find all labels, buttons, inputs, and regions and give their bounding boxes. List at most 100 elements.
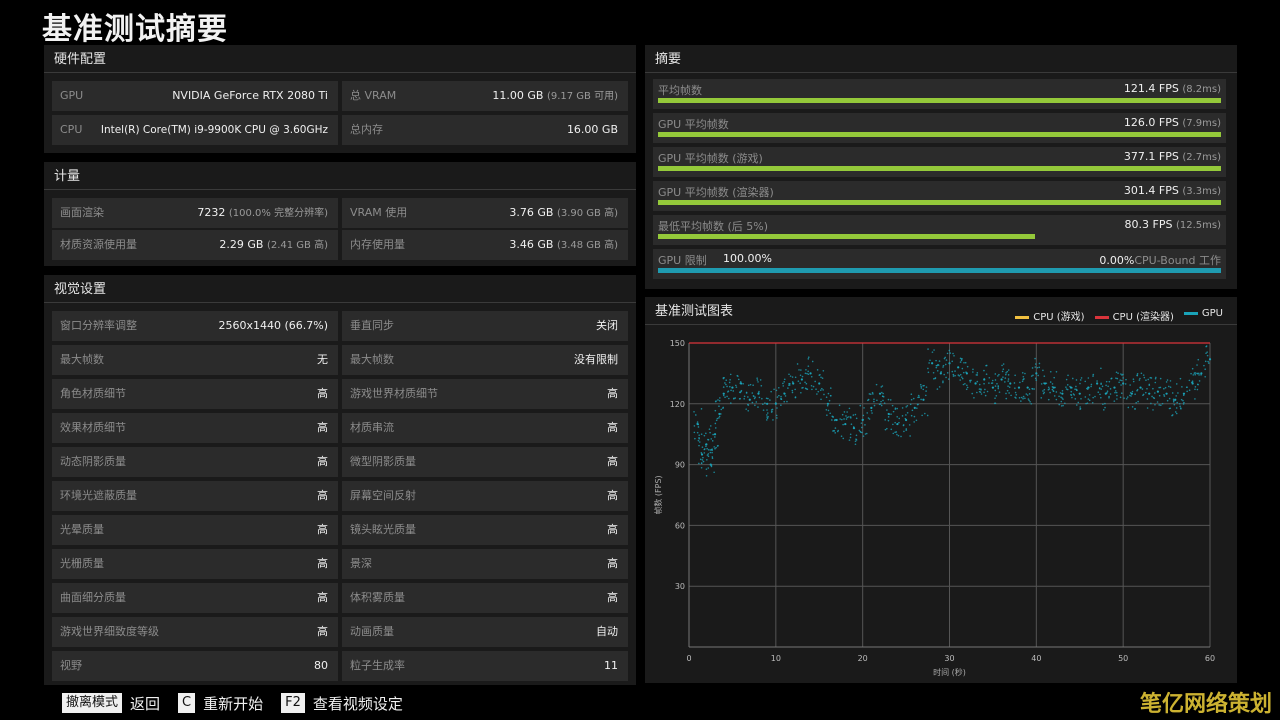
gpu-data-point: [782, 382, 784, 385]
gpu-data-point: [1172, 401, 1175, 403]
gpu-data-point: [972, 371, 974, 373]
gpu-data-point: [1088, 399, 1091, 402]
summary-row: GPU 平均帧数 (渲染器) 301.4 FPS (3.3ms): [653, 181, 1226, 211]
gpu-data-point: [817, 390, 820, 393]
gpu-data-point: [789, 375, 792, 377]
gpu-data-point: [908, 424, 911, 426]
gpu-data-point: [1129, 384, 1131, 386]
gpu-data-point: [1116, 394, 1118, 397]
gpu-data-point: [800, 378, 803, 381]
gpu-data-point: [855, 438, 857, 440]
gpu-data-point: [730, 389, 732, 392]
gpu-data-point: [810, 375, 813, 378]
gpu-data-point: [747, 409, 750, 412]
gpu-data-point: [1001, 370, 1004, 373]
setting-label: 材质串流: [350, 421, 394, 434]
gpu-data-point: [1115, 371, 1118, 374]
setting-value: 高: [317, 489, 328, 502]
summary-label: GPU 平均帧数 (游戏): [658, 152, 763, 165]
gpu-data-point: [839, 418, 841, 420]
gpu-data-point: [792, 382, 795, 385]
gpu-data-point: [812, 385, 815, 388]
gpu-data-point: [909, 403, 912, 406]
gpu-data-point: [757, 406, 759, 408]
x-tick-label: 10: [771, 654, 781, 663]
gpu-data-point: [895, 431, 898, 433]
gpu-data-point: [765, 419, 768, 421]
metering-row: VRAM 使用 3.76 GB (3.90 GB 高): [342, 198, 628, 228]
page-title: 基准测试摘要: [42, 12, 228, 47]
gpu-data-point: [1206, 351, 1208, 353]
gpu-data-point: [1131, 406, 1134, 408]
gpu-data-point: [922, 398, 925, 401]
setting-row: 体积雾质量 高: [342, 583, 628, 613]
gpu-data-point: [848, 416, 850, 418]
gpu-data-point: [811, 388, 813, 391]
gpu-data-point: [791, 381, 794, 383]
row-label: GPU: [60, 89, 84, 102]
gpu-data-point: [1159, 386, 1162, 389]
gpu-data-point: [932, 371, 935, 374]
gpu-data-point: [759, 379, 762, 381]
back-button[interactable]: 返回: [130, 694, 161, 713]
gpu-data-point: [880, 400, 882, 403]
gpu-data-point: [896, 407, 899, 410]
gpu-data-point: [1020, 400, 1022, 402]
legend-swatch: [1183, 311, 1198, 315]
gpu-data-point: [1115, 391, 1118, 394]
gpu-data-point: [1026, 386, 1029, 389]
gpu-data-point: [1115, 377, 1117, 379]
gpu-data-point: [1029, 401, 1031, 403]
gpu-data-point: [850, 417, 852, 419]
gpu-data-point: [1207, 362, 1210, 364]
gpu-data-point: [887, 419, 890, 422]
gpu-data-point: [1042, 392, 1045, 395]
legend-item-gpu: GPU: [1183, 308, 1223, 323]
gpu-data-point: [1061, 397, 1063, 399]
gpu-data-point: [799, 374, 802, 377]
gpu-data-point: [846, 411, 848, 413]
gpu-data-point: [720, 408, 723, 411]
gpu-data-point: [1051, 388, 1054, 391]
gpu-data-point: [737, 375, 739, 377]
row-value: 7232 (100.0% 完整分辨率): [197, 206, 328, 219]
setting-value: 80: [314, 659, 328, 672]
gpu-data-point: [991, 386, 995, 389]
gpu-data-point: [896, 415, 898, 418]
gpu-data-point: [927, 367, 929, 370]
gpu-data-point: [948, 362, 951, 365]
gpu-data-point: [897, 434, 900, 437]
gpu-data-point: [1024, 372, 1026, 375]
gpu-data-point: [726, 385, 728, 388]
gpu-data-point: [1077, 401, 1080, 404]
gpu-data-point: [961, 357, 963, 360]
hardware-panel: 硬件配置 GPU NVIDIA GeForce RTX 2080 Ti 总 VR…: [44, 45, 636, 153]
gpu-data-point: [909, 435, 911, 437]
gpu-data-point: [739, 382, 742, 385]
setting-row: 垂直同步 关闭: [342, 311, 628, 341]
gpu-data-point: [742, 382, 744, 385]
gpu-data-point: [821, 377, 824, 379]
gpu-data-point: [1028, 399, 1030, 402]
gpu-data-point: [916, 407, 918, 409]
gpu-data-point: [1105, 380, 1108, 383]
gpu-data-point: [1148, 392, 1151, 395]
x-tick-label: 30: [944, 654, 954, 663]
gpu-data-point: [1114, 391, 1116, 394]
restart-button[interactable]: 重新开始: [203, 694, 264, 713]
setting-value: 高: [317, 523, 328, 536]
gpu-data-point: [910, 393, 913, 395]
gpu-data-point: [1113, 386, 1116, 389]
gpu-data-point: [1005, 371, 1007, 374]
gpu-data-point: [770, 390, 772, 393]
gpu-data-point: [718, 405, 720, 407]
gpu-data-point: [994, 379, 997, 381]
gpu-data-point: [718, 399, 721, 402]
gpu-data-point: [1132, 380, 1135, 383]
video-settings-button[interactable]: 查看视频设定: [312, 694, 403, 713]
gpu-data-point: [1169, 380, 1172, 382]
gpu-data-point: [1139, 377, 1141, 380]
gpu-data-point: [966, 384, 968, 387]
gpu-data-point: [883, 402, 886, 404]
gpu-data-point: [871, 412, 873, 414]
